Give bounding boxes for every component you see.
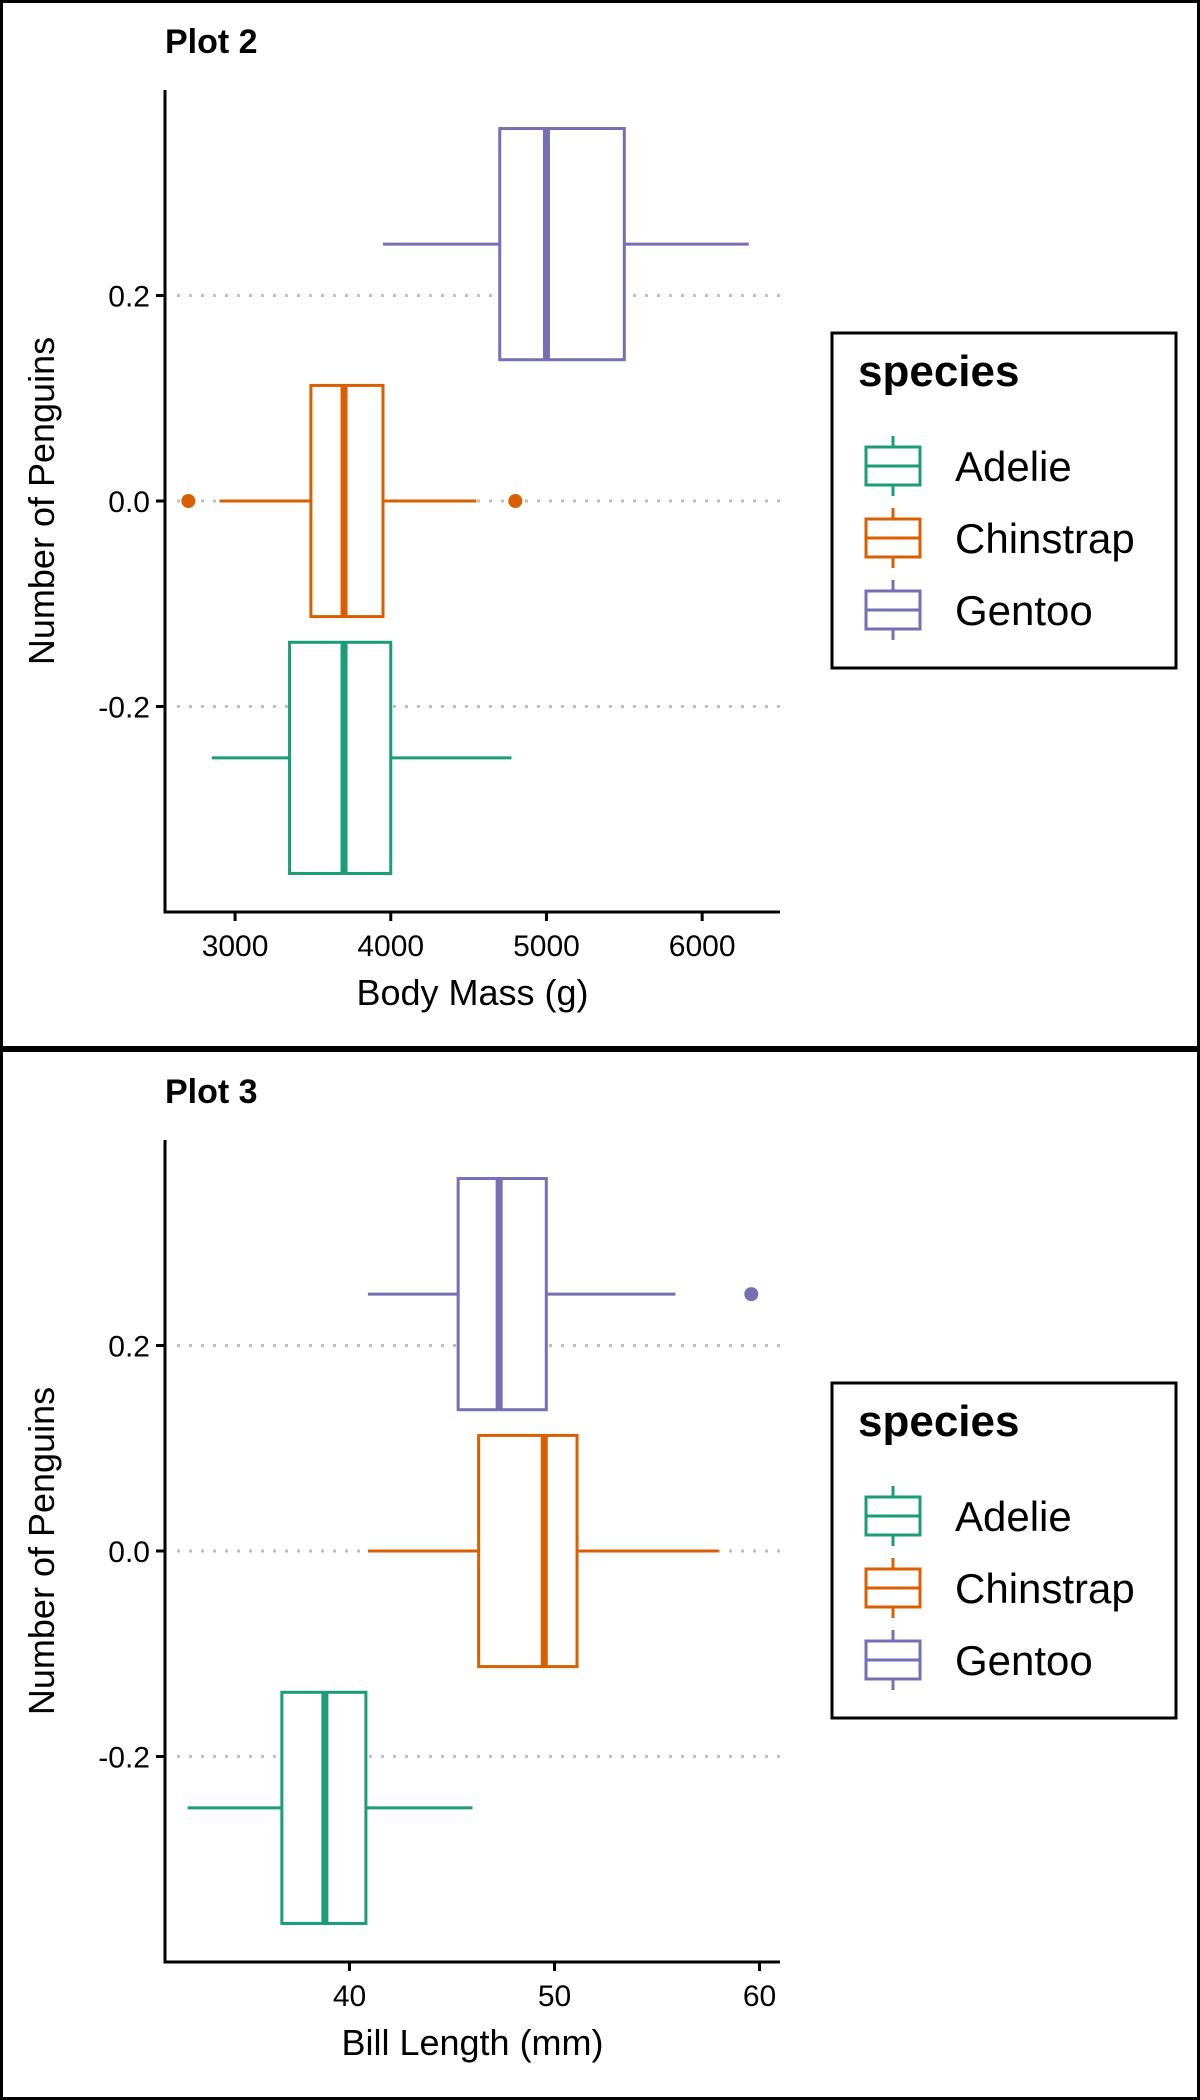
legend-label: Chinstrap <box>955 1565 1135 1612</box>
x-tick-label: 60 <box>743 1980 776 2013</box>
legend-label: Adelie <box>955 1493 1072 1540</box>
boxplot-adelie <box>187 1690 473 1925</box>
box <box>288 640 393 875</box>
x-tick-label: 6000 <box>669 930 736 963</box>
x-tick-label: 4000 <box>357 930 424 963</box>
outlier-point <box>744 1287 759 1302</box>
x-tick-label: 3000 <box>202 930 269 963</box>
legend-label: Gentoo <box>955 1637 1093 1684</box>
panel-border <box>0 0 1200 1049</box>
y-tick-label: 0.2 <box>108 281 150 314</box>
legend-key-gentoo <box>864 580 922 640</box>
plot-panel-3: Plot 3 -0.2 0.0 0.2 40 50 60 Bill Length (mm) Nu… <box>0 1049 1200 2100</box>
x-tick-label: 5000 <box>513 930 580 963</box>
outlier-point <box>508 494 523 508</box>
legend-key-adelie <box>864 436 922 496</box>
legend: species Adelie Chinstrap Gentoo <box>830 331 1178 670</box>
legend-key-chinstrap <box>864 508 922 568</box>
x-tick-label: 50 <box>538 1980 571 2013</box>
y-tick-label: 0.0 <box>108 1536 150 1569</box>
y-axis-title: Number of Penguins <box>21 1387 62 1715</box>
panel-border <box>0 1049 1200 2100</box>
legend-label: Gentoo <box>955 587 1093 634</box>
y-tick-label: -0.2 <box>98 1742 150 1775</box>
boxplot-chinstrap <box>181 383 523 619</box>
x-tick-label: 40 <box>333 1980 366 2013</box>
legend-key-gentoo <box>864 1630 922 1690</box>
plot-title: Plot 2 <box>165 23 258 61</box>
legend-title: species <box>858 1397 1019 1446</box>
x-axis-title: Bill Length (mm) <box>341 2022 603 2063</box>
boxplot-chinstrap <box>367 1433 719 1669</box>
x-axis-title: Body Mass (g) <box>356 972 588 1013</box>
boxplot-gentoo <box>367 1177 759 1412</box>
plot-title: Plot 3 <box>165 1073 258 1111</box>
box <box>498 127 626 362</box>
legend-title: species <box>858 347 1019 396</box>
y-tick-label: 0.0 <box>108 486 150 519</box>
boxplot-adelie <box>211 640 512 875</box>
box <box>477 1433 579 1669</box>
y-tick-label: -0.2 <box>98 692 150 725</box>
legend-key-chinstrap <box>864 1558 922 1618</box>
legend-label: Chinstrap <box>955 515 1135 562</box>
y-axis-title: Number of Penguins <box>21 337 62 665</box>
legend: species Adelie Chinstrap Gentoo <box>830 1381 1178 1720</box>
outlier-point <box>181 494 196 508</box>
plot-panel-2: Plot 2 -0.2 0.0 0.2 3000 4000 5000 6000 Body Mas… <box>0 0 1200 1049</box>
y-tick-label: 0.2 <box>108 1331 150 1364</box>
legend-label: Adelie <box>955 443 1072 490</box>
legend-key-adelie <box>864 1486 922 1546</box>
boxplot-gentoo <box>382 127 749 362</box>
